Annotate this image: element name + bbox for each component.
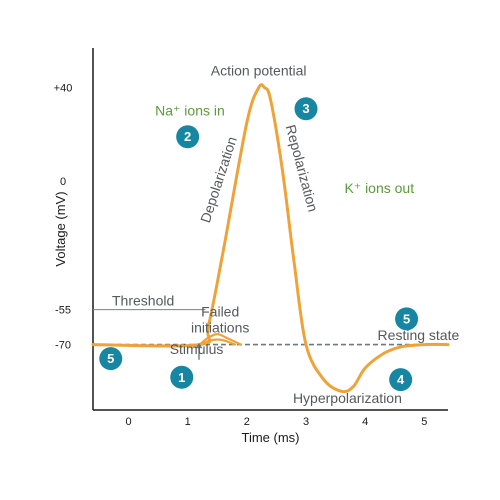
action-potential-label: Action potential xyxy=(211,63,307,79)
annotation-line: initiations xyxy=(191,320,249,336)
step-badge-2 xyxy=(176,125,200,149)
step-number: 3 xyxy=(302,101,309,116)
x-tick-label: 4 xyxy=(362,416,368,428)
step-badge-4 xyxy=(389,368,413,392)
annotations: Threshold Action potential Na⁺ ions in K⁺ i… xyxy=(112,63,459,406)
step-badge-3 xyxy=(294,97,318,121)
step-number: 1 xyxy=(178,370,185,385)
axis-ticks: 0 1 2 3 4 5 +40 0 -55 -70 xyxy=(54,83,428,428)
x-tick-label: 3 xyxy=(303,416,309,428)
y-tick-label: -70 xyxy=(55,340,71,352)
failed-initiation-curve xyxy=(198,333,242,346)
step-number: 2 xyxy=(184,129,191,144)
y-tick-label: +40 xyxy=(54,83,73,95)
x-tick-label: 2 xyxy=(244,416,250,428)
step-badge-5 xyxy=(395,307,419,331)
annotation-line: Failed xyxy=(201,304,239,320)
x-tick-label: 0 xyxy=(125,416,131,428)
step-number: 4 xyxy=(397,372,405,387)
stimulus-label: Stimulus xyxy=(170,341,224,357)
x-tick-label: 1 xyxy=(185,416,191,428)
stimulus-arrow xyxy=(195,342,203,360)
failed-initiations-label: Failed initiations xyxy=(191,304,249,336)
stimulus-arrow-head xyxy=(195,342,203,349)
resting-state-label: Resting state xyxy=(378,327,460,343)
na-ions-in-label: Na⁺ ions in xyxy=(155,103,225,119)
depolarization-label: Depolarization xyxy=(197,135,240,225)
k-ions-out-label: K⁺ ions out xyxy=(344,180,414,196)
x-axis-title: Time (ms) xyxy=(241,430,299,445)
x-tick-label: 5 xyxy=(421,416,427,428)
step-number: 5 xyxy=(403,311,410,326)
threshold-label: Threshold xyxy=(112,293,174,309)
y-tick-label: -55 xyxy=(55,305,71,317)
y-axis-title: Voltage (mV) xyxy=(53,191,68,266)
series-layer xyxy=(91,83,450,394)
y-tick-label: 0 xyxy=(60,176,66,188)
step-badge-5 xyxy=(99,347,123,371)
step-markers: 1 2 3 4 5 5 xyxy=(99,97,419,392)
repolarization-label: Repolarization xyxy=(283,123,322,214)
hyperpolarization-label: Hyperpolarization xyxy=(293,390,402,406)
step-badge-1 xyxy=(170,365,194,389)
action-potential-curve xyxy=(91,83,450,394)
step-number: 5 xyxy=(107,351,114,366)
failed-initiation-curve xyxy=(198,338,237,346)
